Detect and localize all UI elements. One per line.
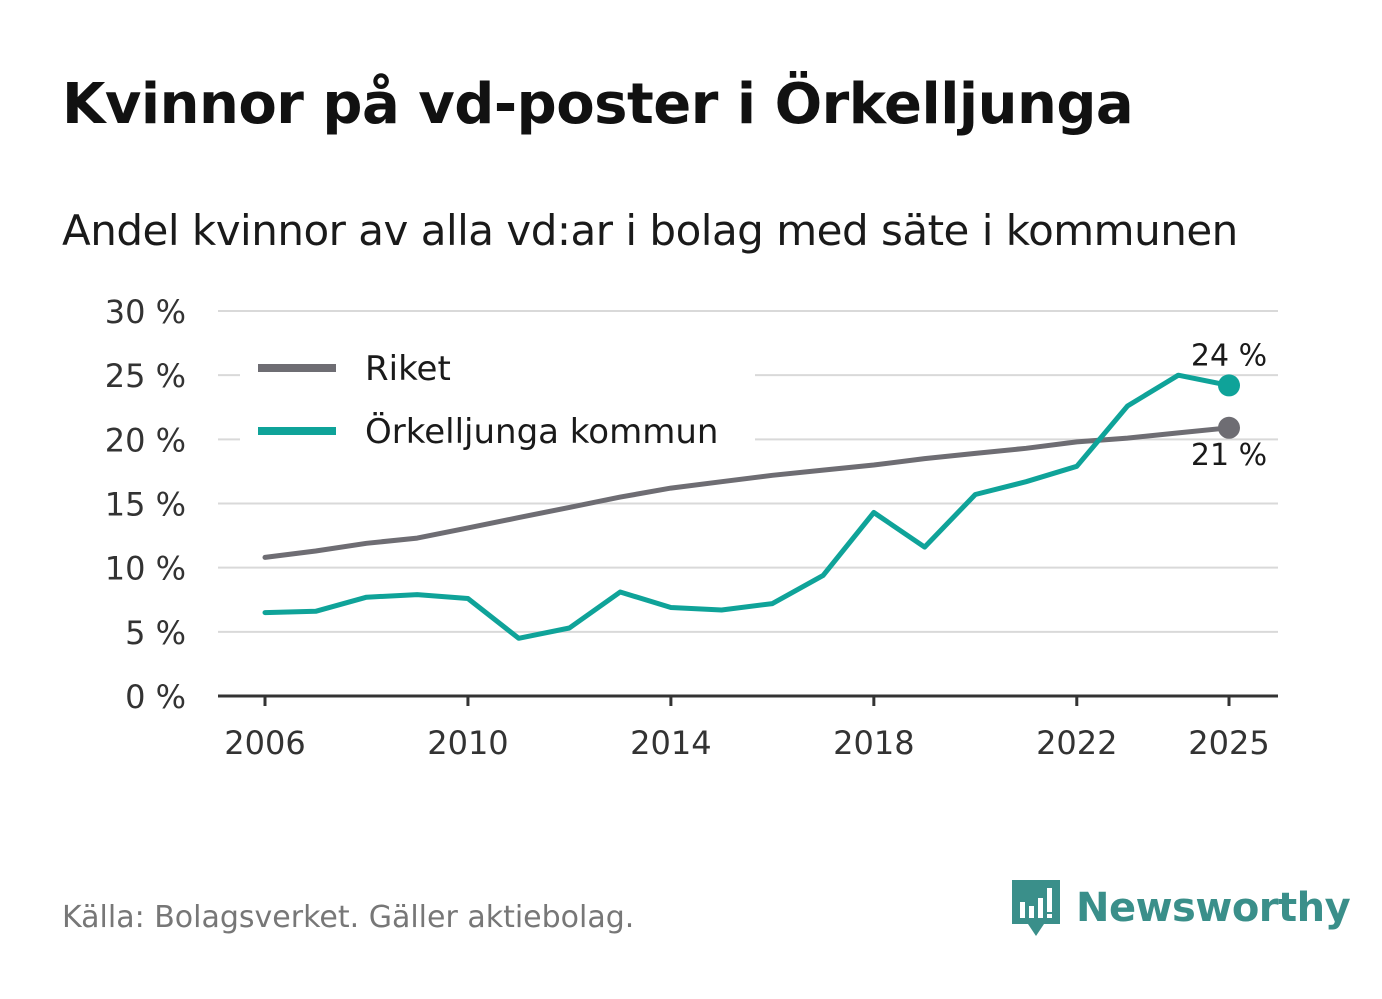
chart-subtitle: Andel kvinnor av alla vd:ar i bolag med … xyxy=(62,206,1238,255)
x-tick-label: 2010 xyxy=(427,724,508,762)
end-label-kommun: 24 % xyxy=(1191,338,1267,373)
y-tick-label: 10 % xyxy=(105,550,186,588)
brand-name: Newsworthy xyxy=(1076,885,1351,931)
y-tick-label: 25 % xyxy=(105,357,186,395)
x-tick-label: 2014 xyxy=(630,724,711,762)
y-tick-label: 30 % xyxy=(105,293,186,331)
legend-background xyxy=(240,340,755,455)
series-line-riket xyxy=(262,425,1232,560)
series-line-kommun xyxy=(262,372,1232,641)
newsworthy-logo-icon xyxy=(1012,880,1060,936)
x-tick-label: 2025 xyxy=(1188,724,1269,762)
y-tick-label: 15 % xyxy=(105,486,186,524)
y-tick-label: 20 % xyxy=(105,421,186,459)
x-tick-label: 2006 xyxy=(224,724,305,762)
chart-title: Kvinnor på vd-poster i Örkelljunga xyxy=(62,72,1134,137)
x-tick-label: 2018 xyxy=(833,724,914,762)
end-label-riket: 21 % xyxy=(1191,438,1267,473)
y-tick-label: 5 % xyxy=(125,614,186,652)
legend-label-kommun: Örkelljunga kommun xyxy=(365,411,718,452)
legend-label-riket: Riket xyxy=(365,349,451,389)
end-marker-riket xyxy=(1218,416,1240,439)
end-marker-kommun xyxy=(1218,374,1240,397)
x-tick-label: 2022 xyxy=(1036,724,1117,762)
source-note: Källa: Bolagsverket. Gäller aktiebolag. xyxy=(62,900,635,935)
y-tick-label: 0 % xyxy=(125,678,186,716)
brand-logo: Newsworthy xyxy=(1010,878,1351,938)
